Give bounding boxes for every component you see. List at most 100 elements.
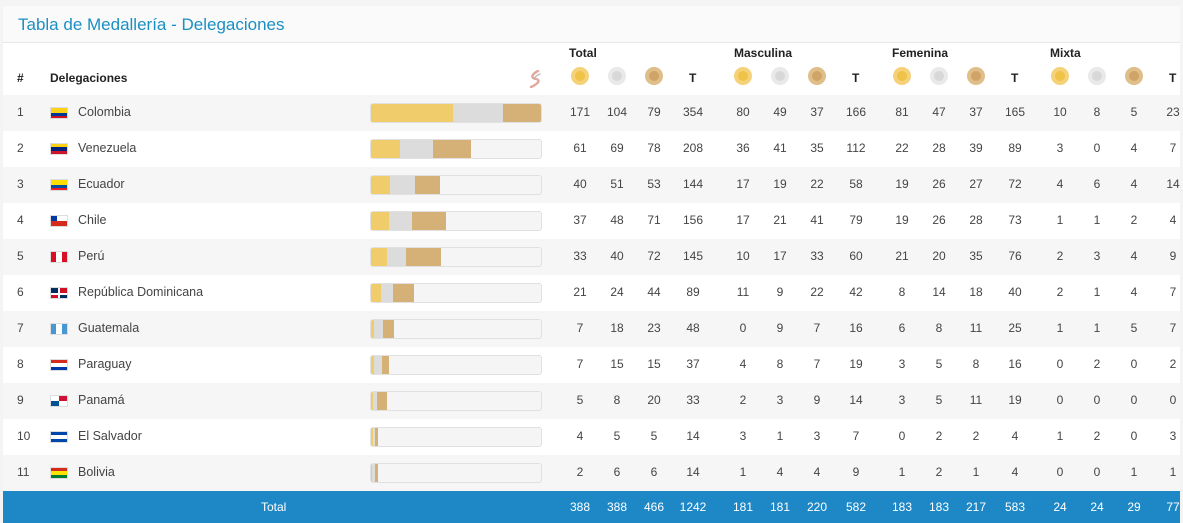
- medal-distribution-bar: [370, 211, 542, 231]
- totals-mixta-bronze: 29: [1127, 500, 1141, 514]
- silver-medal-icon[interactable]: [771, 67, 789, 85]
- delegation-name[interactable]: Perú: [78, 249, 105, 263]
- masculina-gold-count: 80: [736, 105, 750, 119]
- delegation-name[interactable]: Colombia: [78, 105, 131, 119]
- table-row[interactable]: 6 República Dominicana 21 24 44 89 11 9 22 42 8 14 1…: [3, 275, 1180, 311]
- totals-total-sum: 1242: [679, 500, 707, 514]
- bar-segment-gold: [371, 464, 372, 482]
- masculina-silver-count: 49: [773, 105, 787, 119]
- total-silver-count: 8: [613, 393, 621, 407]
- row-rank: 8: [17, 357, 24, 371]
- totals-total-bronze: 466: [643, 500, 665, 514]
- bronze-medal-icon[interactable]: [967, 67, 985, 85]
- bar-segment-bronze: [383, 320, 395, 338]
- femenina-silver-count: 28: [932, 141, 946, 155]
- table-row[interactable]: 9 Panamá 5 8 20 33 2 3 9 14 3 5 11 19 0 0 0 0: [3, 383, 1180, 419]
- femenina-gold-count: 19: [895, 177, 909, 191]
- gold-medal-icon[interactable]: [1051, 67, 1069, 85]
- bronze-medal-icon[interactable]: [1125, 67, 1143, 85]
- table-row[interactable]: 3 Ecuador 40 51 53 144 17 19 22 58 19 26 27 72 4 6 4 14: [3, 167, 1180, 203]
- mixta-gold-count: 0: [1056, 357, 1064, 371]
- mixta-silver-count: 2: [1093, 357, 1101, 371]
- masculina-silver-count: 17: [773, 249, 787, 263]
- total-bronze-count: 6: [650, 465, 658, 479]
- total-column-header-mixta[interactable]: T: [1169, 71, 1177, 85]
- total-gold-count: 33: [573, 249, 587, 263]
- silver-medal-icon[interactable]: [930, 67, 948, 85]
- bronze-medal-icon[interactable]: [808, 67, 826, 85]
- femenina-gold-count: 3: [898, 357, 906, 371]
- totals-femenina-sum: 583: [1004, 500, 1026, 514]
- delegation-name[interactable]: El Salvador: [78, 429, 142, 443]
- bar-segment-silver: [372, 464, 375, 482]
- delegation-name[interactable]: República Dominicana: [78, 285, 204, 299]
- silver-medal-icon[interactable]: [1088, 67, 1106, 85]
- row-rank: 2: [17, 141, 24, 155]
- mixta-sum-count: 0: [1169, 393, 1177, 407]
- table-row[interactable]: 1 Colombia 171 104 79 354 80 49 37 166 81 47 37 165 10…: [3, 95, 1180, 131]
- femenina-silver-count: 5: [935, 357, 943, 371]
- total-bronze-count: 78: [647, 141, 661, 155]
- delegation-name[interactable]: Paraguay: [78, 357, 132, 371]
- total-silver-count: 48: [610, 213, 624, 227]
- table-row[interactable]: 5 Perú 33 40 72 145 10 17 33 60 21 20 35 76 2 3 4 9: [3, 239, 1180, 275]
- delegation-name[interactable]: Bolivia: [78, 465, 115, 479]
- masculina-gold-count: 2: [739, 393, 747, 407]
- masculina-bronze-count: 7: [813, 321, 821, 335]
- table-row[interactable]: 10 El Salvador 4 5 5 14 3 1 3 7 0 2 2 4 1 2 0 3: [3, 419, 1180, 455]
- silver-medal-icon[interactable]: [608, 67, 626, 85]
- total-column-header-femenina[interactable]: T: [1011, 71, 1019, 85]
- femenina-sum-count: 19: [1008, 393, 1022, 407]
- table-row[interactable]: 11 Bolivia 2 6 6 14 1 4 4 9 1 2 1 4 0 0 1 1: [3, 455, 1180, 491]
- total-column-header-total[interactable]: T: [689, 71, 697, 85]
- total-column-header-masculina[interactable]: T: [852, 71, 860, 85]
- bar-segment-gold: [371, 284, 382, 302]
- medal-distribution-bar: [370, 139, 542, 159]
- masculina-gold-count: 3: [739, 429, 747, 443]
- mixta-sum-count: 1: [1169, 465, 1177, 479]
- femenina-gold-count: 81: [895, 105, 909, 119]
- table-row[interactable]: 2 Venezuela 61 69 78 208 36 41 35 112 22 28 39 89 3 0 4 7: [3, 131, 1180, 167]
- totals-row: Total 388 388 466 1242 181 181 220 582 183 183 217…: [3, 491, 1180, 523]
- delegation-name[interactable]: Ecuador: [78, 177, 125, 191]
- gold-medal-icon[interactable]: [734, 67, 752, 85]
- femenina-bronze-count: 18: [969, 285, 983, 299]
- total-bronze-count: 20: [647, 393, 661, 407]
- gold-medal-icon[interactable]: [893, 67, 911, 85]
- table-row[interactable]: 8 Paraguay 7 15 15 37 4 8 7 19 3 5 8 16 0 2 0 2: [3, 347, 1180, 383]
- bar-segment-gold: [371, 320, 375, 338]
- masculina-silver-count: 9: [776, 321, 784, 335]
- medal-distribution-bar: [370, 283, 542, 303]
- chile-flag-icon: [50, 215, 68, 227]
- delegation-name[interactable]: Panamá: [78, 393, 125, 407]
- mixta-sum-count: 7: [1169, 141, 1177, 155]
- gold-medal-icon[interactable]: [571, 67, 589, 85]
- table-row[interactable]: 7 Guatemala 7 18 23 48 0 9 7 16 6 8 11 25 1 1 5 7: [3, 311, 1180, 347]
- total-silver-count: 15: [610, 357, 624, 371]
- total-bronze-count: 5: [650, 429, 658, 443]
- total-gold-count: 171: [569, 105, 591, 119]
- mixta-sum-count: 23: [1166, 105, 1180, 119]
- delegation-name[interactable]: Guatemala: [78, 321, 140, 335]
- panama-flag-icon: [50, 395, 68, 407]
- bar-segment-bronze: [377, 392, 387, 410]
- mixta-gold-count: 3: [1056, 141, 1064, 155]
- delegation-name[interactable]: Venezuela: [78, 141, 137, 155]
- delegation-name[interactable]: Chile: [78, 213, 107, 227]
- row-rank: 11: [17, 465, 30, 479]
- totals-mixta-sum: 77: [1166, 500, 1180, 514]
- femenina-gold-count: 0: [898, 429, 906, 443]
- page-title: Tabla de Medallería - Delegaciones: [18, 15, 285, 34]
- delegations-header[interactable]: Delegaciones: [50, 71, 128, 85]
- femenina-gold-count: 3: [898, 393, 906, 407]
- femenina-silver-count: 2: [935, 465, 943, 479]
- paraguay-flag-icon: [50, 359, 68, 371]
- femenina-bronze-count: 1: [972, 465, 980, 479]
- masculina-gold-count: 0: [739, 321, 747, 335]
- masculina-gold-count: 17: [736, 213, 750, 227]
- bar-segment-gold: [371, 212, 389, 230]
- table-row[interactable]: 4 Chile 37 48 71 156 17 21 41 79 19 26 28 73 1 1 2 4: [3, 203, 1180, 239]
- masculina-gold-count: 17: [736, 177, 750, 191]
- bronze-medal-icon[interactable]: [645, 67, 663, 85]
- mixta-sum-count: 7: [1169, 321, 1177, 335]
